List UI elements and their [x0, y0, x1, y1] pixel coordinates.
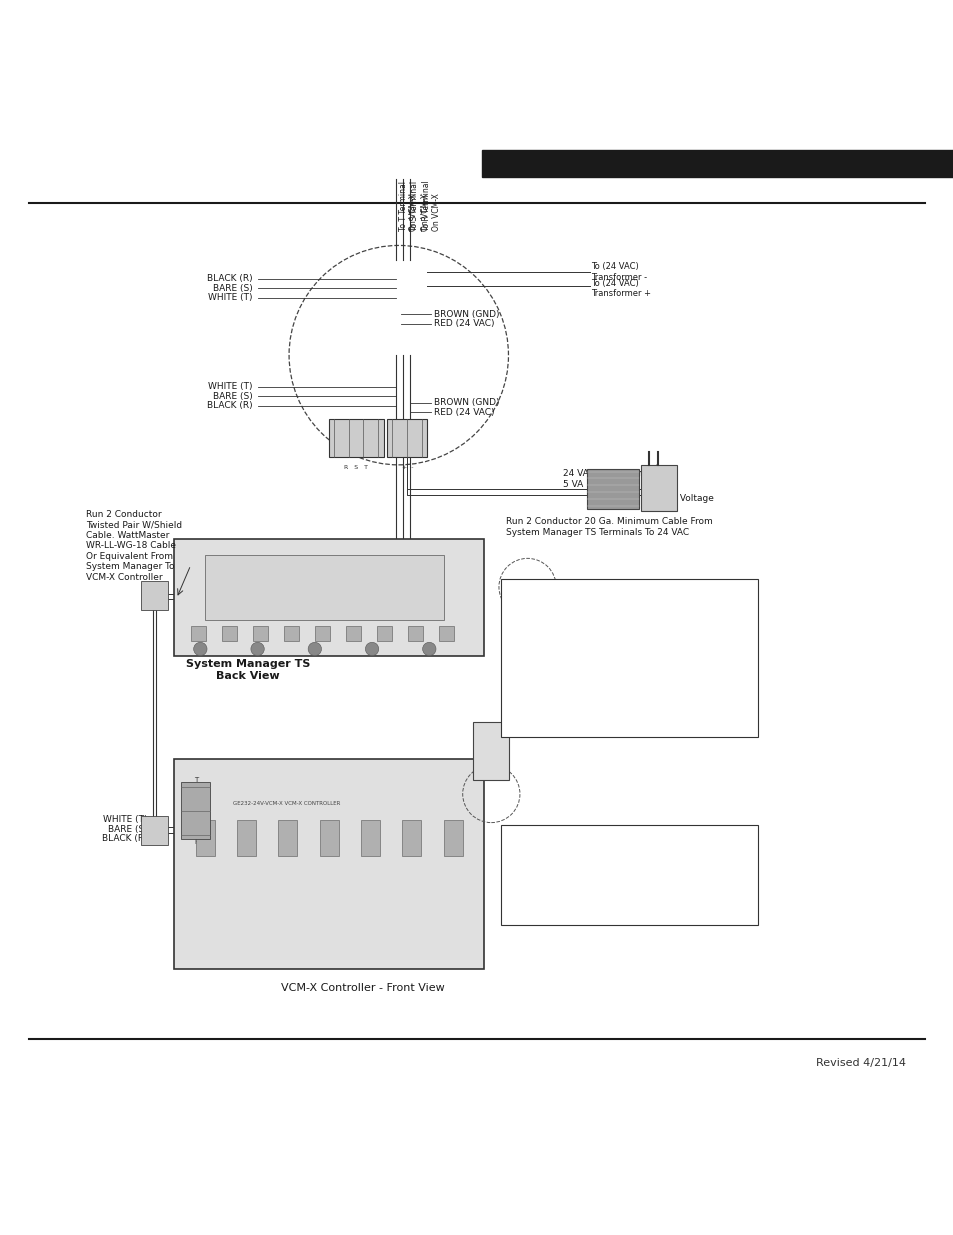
- Bar: [586, 468, 639, 509]
- Circle shape: [193, 642, 207, 656]
- Text: WHITE (T): WHITE (T): [208, 294, 253, 303]
- Bar: [236, 820, 255, 856]
- Text: System Manager TS
Back View: System Manager TS Back View: [186, 659, 310, 680]
- Text: T: T: [194, 777, 198, 783]
- Text: To R Terminal
On VCM-X: To R Terminal On VCM-X: [421, 180, 440, 231]
- Bar: [376, 626, 392, 641]
- Circle shape: [365, 642, 378, 656]
- Text: WHITE (T): WHITE (T): [103, 815, 148, 824]
- Text: RED (24 VAC): RED (24 VAC): [434, 408, 494, 417]
- Text: Run 2 Conductor 20 Ga. Minimum Cable From
System Manager TS Terminals To 24 VAC: Run 2 Conductor 20 Ga. Minimum Cable Fro…: [505, 517, 712, 536]
- Text: R: R: [194, 839, 198, 845]
- Circle shape: [308, 642, 321, 656]
- Text: To S Terminal
On VCM-X: To S Terminal On VCM-X: [410, 182, 429, 231]
- Bar: [181, 782, 210, 839]
- Text: NOTE:  For Stand-Alone
Installations (No CommLink
or MiniLink), Both TERM
Jumper: NOTE: For Stand-Alone Installations (No …: [508, 832, 636, 904]
- Bar: [513, 601, 539, 609]
- Bar: [500, 825, 758, 925]
- Bar: [402, 820, 421, 856]
- Text: BARE (S): BARE (S): [108, 825, 148, 834]
- Text: To T Terminal
On VCM-X: To T Terminal On VCM-X: [398, 182, 417, 231]
- Bar: [319, 820, 338, 856]
- Bar: [205, 556, 443, 620]
- Text: R   S   T: R S T: [343, 464, 368, 469]
- Text: Line Voltage: Line Voltage: [658, 494, 714, 503]
- Text: BLACK (R): BLACK (R): [207, 274, 253, 283]
- Bar: [141, 582, 168, 610]
- Bar: [640, 464, 677, 510]
- Bar: [173, 758, 483, 968]
- Text: TERM: TERM: [473, 758, 496, 767]
- Bar: [407, 626, 422, 641]
- Text: BARE (S): BARE (S): [213, 284, 253, 293]
- Text: BLACK (R): BLACK (R): [102, 835, 148, 844]
- Bar: [314, 626, 330, 641]
- Bar: [438, 626, 454, 641]
- Bar: [191, 626, 206, 641]
- Text: +  -: + -: [401, 464, 413, 469]
- Text: BARE (S): BARE (S): [213, 391, 253, 400]
- Bar: [500, 579, 758, 737]
- Text: 24 VAC Transformer
5 VA Minimum: 24 VAC Transformer 5 VA Minimum: [562, 469, 651, 489]
- Text: GE232-24V-VCM-X VCM-X CONTROLLER: GE232-24V-VCM-X VCM-X CONTROLLER: [233, 802, 339, 806]
- Bar: [173, 540, 483, 656]
- Bar: [513, 630, 539, 636]
- Bar: [443, 820, 462, 856]
- Circle shape: [422, 642, 436, 656]
- Text: BLACK (R): BLACK (R): [207, 401, 253, 410]
- Text: BROWN (GND): BROWN (GND): [434, 310, 499, 319]
- Circle shape: [251, 642, 264, 656]
- Text: RED (24 VAC): RED (24 VAC): [434, 319, 494, 329]
- Bar: [141, 816, 168, 845]
- Bar: [513, 588, 539, 594]
- Bar: [253, 626, 268, 641]
- Bar: [513, 616, 539, 622]
- Text: WHITE (T): WHITE (T): [208, 382, 253, 391]
- Text: BROWN (GND): BROWN (GND): [434, 399, 499, 408]
- Bar: [509, 588, 545, 643]
- Bar: [360, 820, 379, 856]
- Bar: [283, 626, 298, 641]
- Bar: [387, 419, 427, 457]
- Text: To (24 VAC)
Transformer -: To (24 VAC) Transformer -: [591, 263, 647, 282]
- Bar: [195, 820, 214, 856]
- Text: S: S: [194, 810, 198, 816]
- Bar: [473, 722, 509, 779]
- Bar: [278, 820, 297, 856]
- Bar: [329, 419, 383, 457]
- Bar: [481, 149, 953, 177]
- Bar: [345, 626, 360, 641]
- Text: Run 2 Conductor
Twisted Pair W/Shield
Cable. WattMaster
WR-LL-WG-18 Cable
Or Equ: Run 2 Conductor Twisted Pair W/Shield Ca…: [86, 510, 182, 582]
- Text: NOTE: Dip Switches OPT1,
OPT2 & OPT3 Should Be
Set To Off. As Of April 2014,
OPT: NOTE: Dip Switches OPT1, OPT2 & OPT3 Sho…: [508, 587, 640, 689]
- Text: To (24 VAC)
Transformer +: To (24 VAC) Transformer +: [591, 279, 651, 298]
- Text: VCM-X Controller - Front View: VCM-X Controller - Front View: [280, 983, 444, 993]
- Bar: [221, 626, 236, 641]
- Text: Revised 4/21/14: Revised 4/21/14: [816, 1058, 905, 1068]
